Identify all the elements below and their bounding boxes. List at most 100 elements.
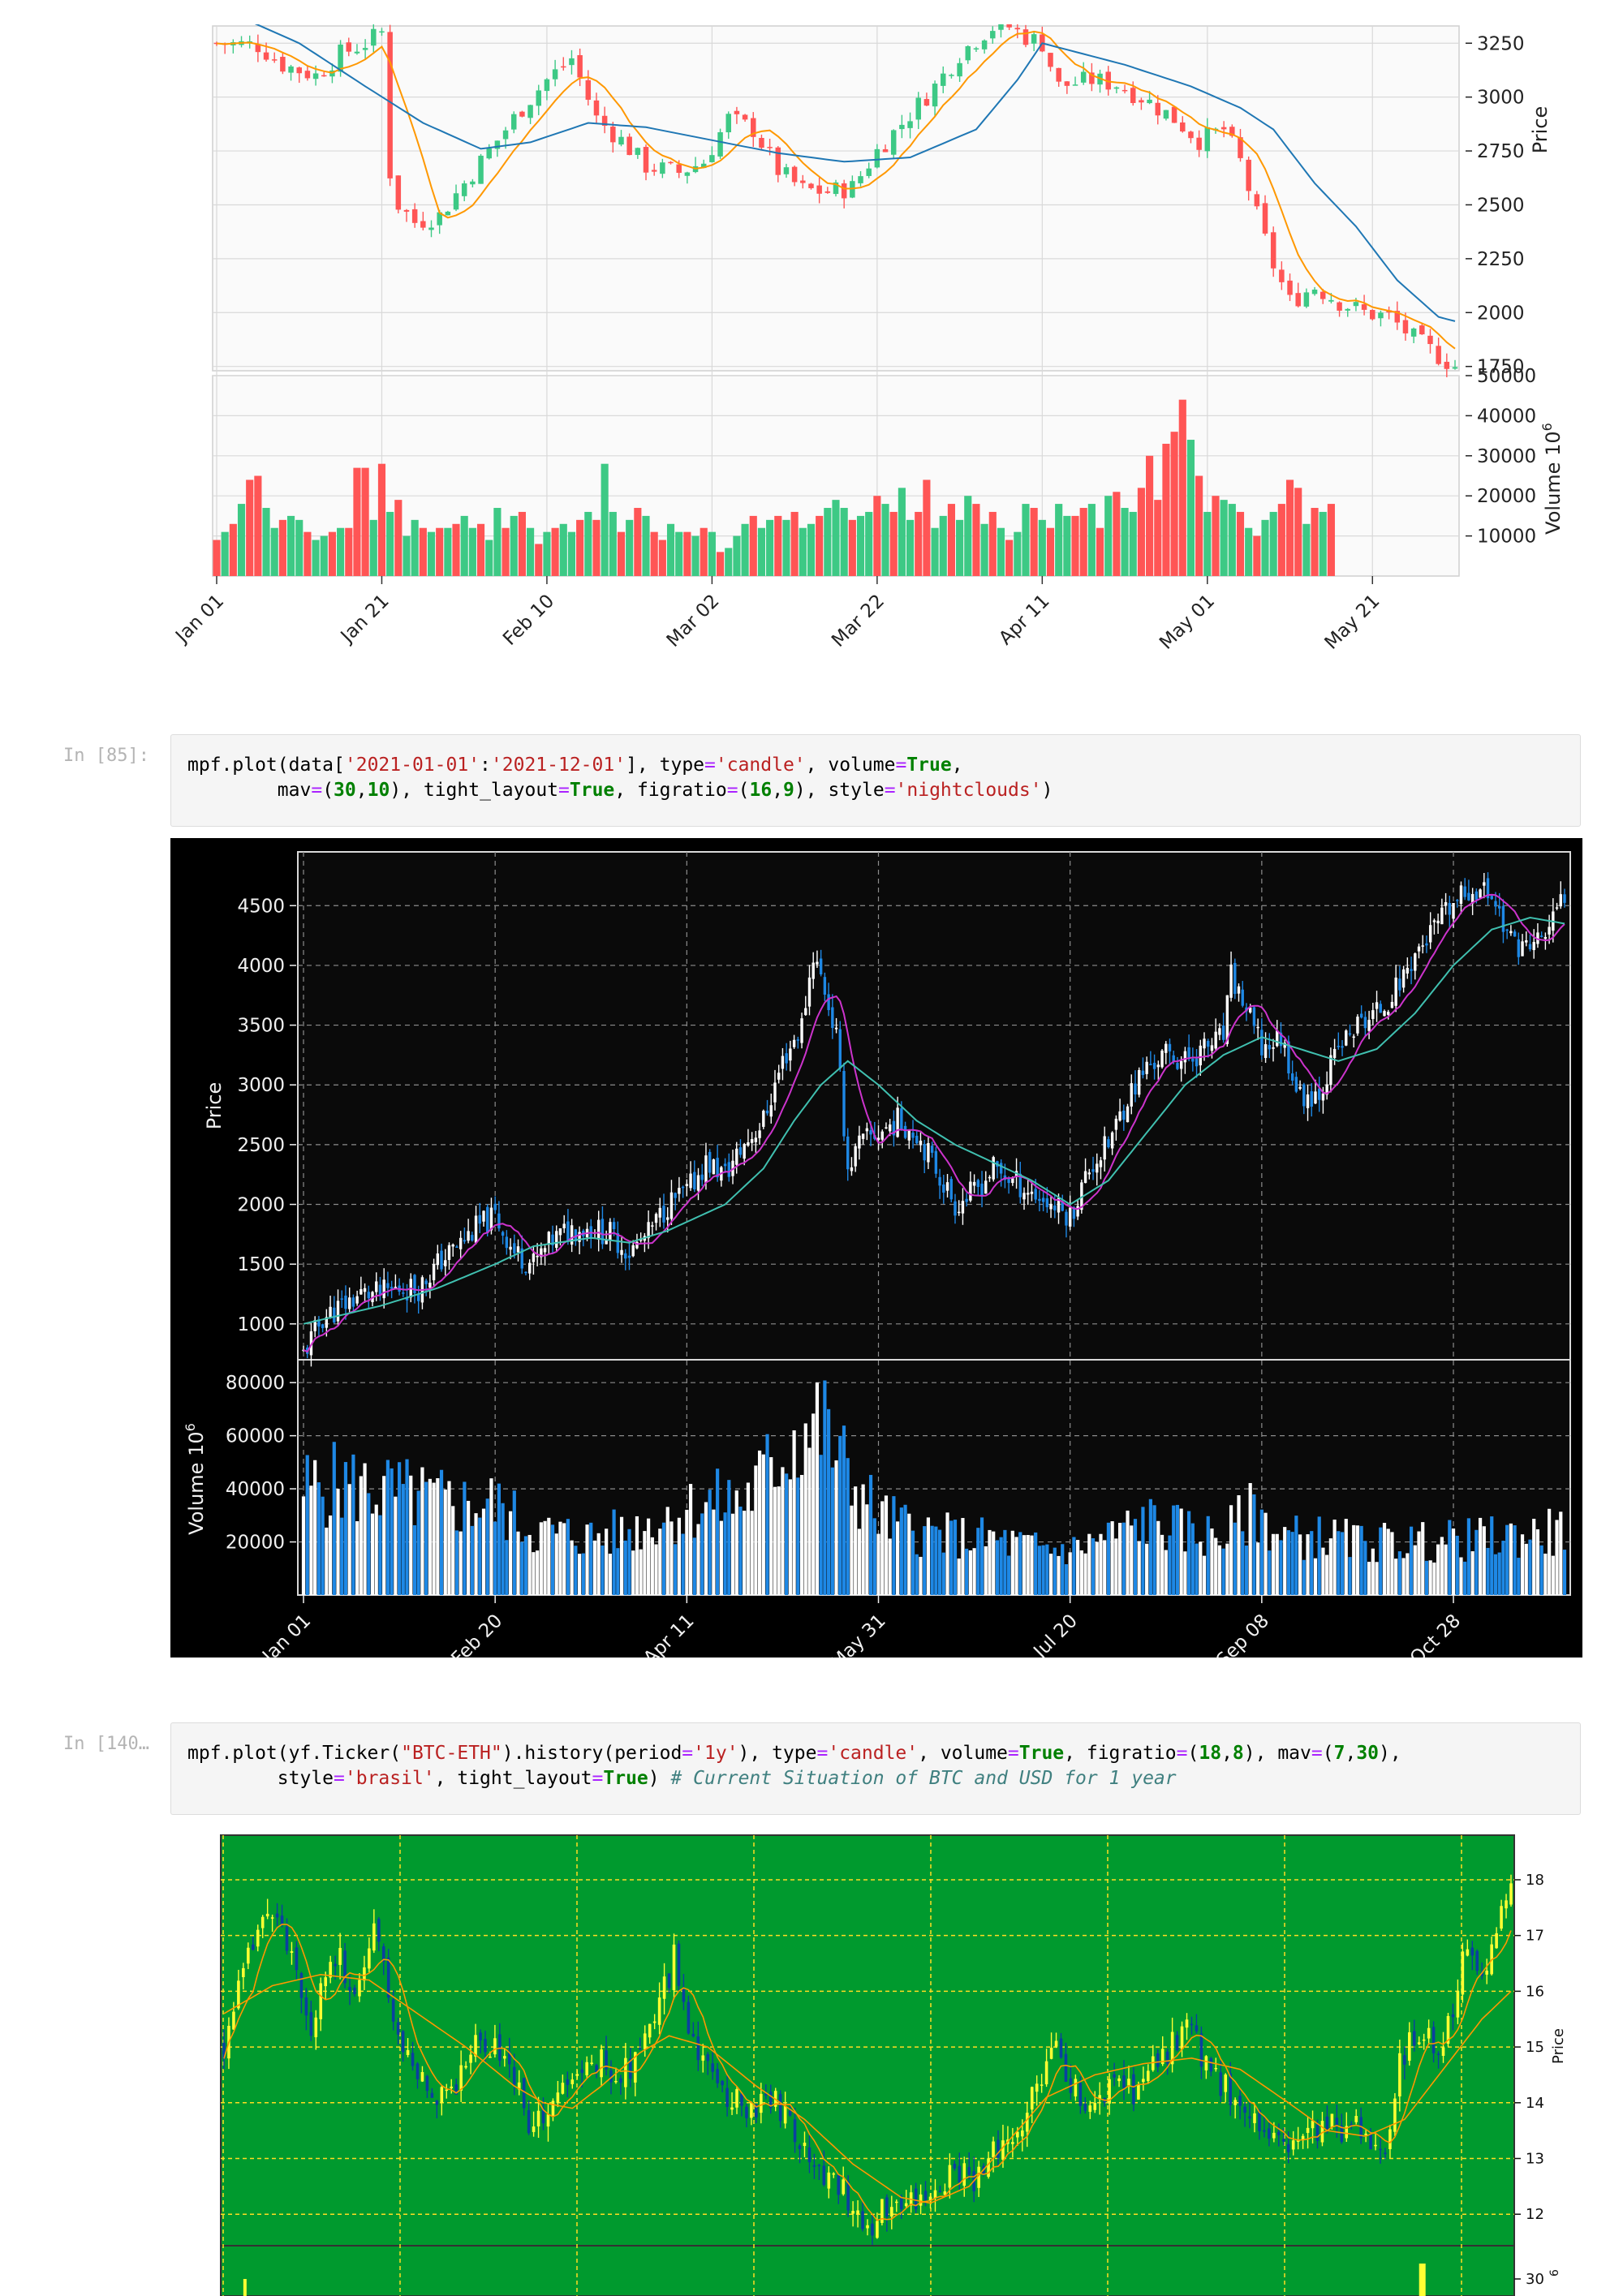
cell-140-code[interactable]: mpf.plot(yf.Ticker("BTC-ETH").history(pe… [170,1722,1581,1815]
candle-body [394,1287,398,1288]
candle-body [1480,1972,1484,1976]
chart2-price-axis-label: Price [203,1082,226,1130]
candle-body [609,2070,613,2083]
volume-bar [934,1526,938,1595]
candle-body [1175,2035,1179,2051]
candle-body [1080,71,1087,83]
candle-body [1263,2130,1266,2132]
candle-body [1126,1106,1130,1123]
volume-bar [803,1423,807,1595]
volume-bar [386,511,394,576]
volume-bar [658,1529,662,1595]
y-tick-label: 2500 [1477,195,1525,216]
candle-body [403,209,410,212]
candle-body [527,2109,531,2134]
volume-bar [999,1537,1003,1595]
candle-body [1020,2130,1024,2137]
volume-bar [819,1455,823,1595]
volume-bar [666,523,675,576]
candle-body [329,1962,332,1978]
candle-body [1402,320,1409,333]
candle-body [619,2078,622,2083]
volume-bar [872,1518,876,1595]
candle-body [437,212,442,226]
volume-bar [1091,1538,1096,1595]
cell-85-code[interactable]: mpf.plot(data['2021-01-01':'2021-12-01']… [170,734,1581,827]
candle-body [1486,878,1490,899]
volume-bar [1210,1529,1214,1595]
volume-bar [896,1521,900,1595]
volume-bar [746,1482,751,1595]
y-tick-label: 3000 [237,1075,285,1096]
candle-body [997,2139,1000,2158]
volume-bar [1076,1540,1080,1595]
candle-body [1470,893,1474,904]
candle-body [907,1130,911,1141]
candle-body [595,2065,598,2073]
volume-bar [1229,1505,1233,1595]
candle-body [823,977,827,995]
candle-body [1221,1025,1225,1040]
candle-body [489,2057,492,2058]
y-tick-label: 2000 [237,1195,285,1216]
candle-body [1001,2140,1005,2160]
candle-body [265,1913,269,1917]
candle-body [1107,1139,1110,1148]
volume-bar [501,1503,505,1595]
candle-body [1238,2096,1242,2106]
candle-body [1030,1191,1034,1194]
volume-bar [547,1517,551,1595]
candle-body [765,1110,769,1114]
candle-body [242,1967,245,1978]
candle-body [1463,886,1466,897]
candle-body [1419,325,1425,335]
volume-bar [301,1496,306,1595]
volume-bar [1241,1531,1245,1595]
volume-bar [1459,1557,1463,1595]
volume-bar [1359,1525,1363,1595]
y-tick-label: 3000 [1477,88,1525,109]
volume-bar [972,504,980,576]
candle-body [1145,1061,1148,1074]
candle-body [654,1214,658,1223]
candle-body [890,130,897,155]
code-token: 8 [1232,1743,1244,1764]
candle-body [930,1146,934,1153]
volume-bar [213,540,221,576]
volume-bar [243,2279,247,2296]
candle-body [1337,302,1342,311]
candle-body [338,44,343,72]
candle-body [1401,969,1406,988]
candle-body [1142,2079,1145,2083]
volume-bar [846,1458,850,1595]
volume-bar [972,1548,976,1595]
candle-body [803,2143,807,2147]
candle-body [470,181,476,185]
candle-body [1388,2129,1392,2150]
candle-body [831,1007,834,1029]
candle-body [614,2080,618,2083]
volume-bar [246,479,254,576]
candle-body [1459,885,1463,905]
volume-bar [1034,1532,1038,1595]
candle-body [1281,2139,1285,2142]
candle-body [725,2087,729,2107]
candle-body [1087,1172,1091,1175]
code-token: ) [1041,780,1053,801]
volume-bar [730,1513,735,1595]
volume-bar [1539,1545,1543,1595]
candle-body [1220,127,1227,130]
candle-body [1451,2014,1455,2018]
candle-body [1068,1207,1072,1227]
candle-body [359,1288,363,1295]
candle-body [387,32,393,178]
volume-bar [968,1550,972,1595]
candle-body [454,2084,458,2095]
candle-body [451,1244,454,1247]
candle-body [716,1158,719,1178]
volume-bar [854,1486,858,1595]
candle-body [1363,1017,1367,1029]
volume-bar [1409,1526,1414,1595]
candle-body [885,1127,888,1129]
candle-body [1456,900,1459,901]
